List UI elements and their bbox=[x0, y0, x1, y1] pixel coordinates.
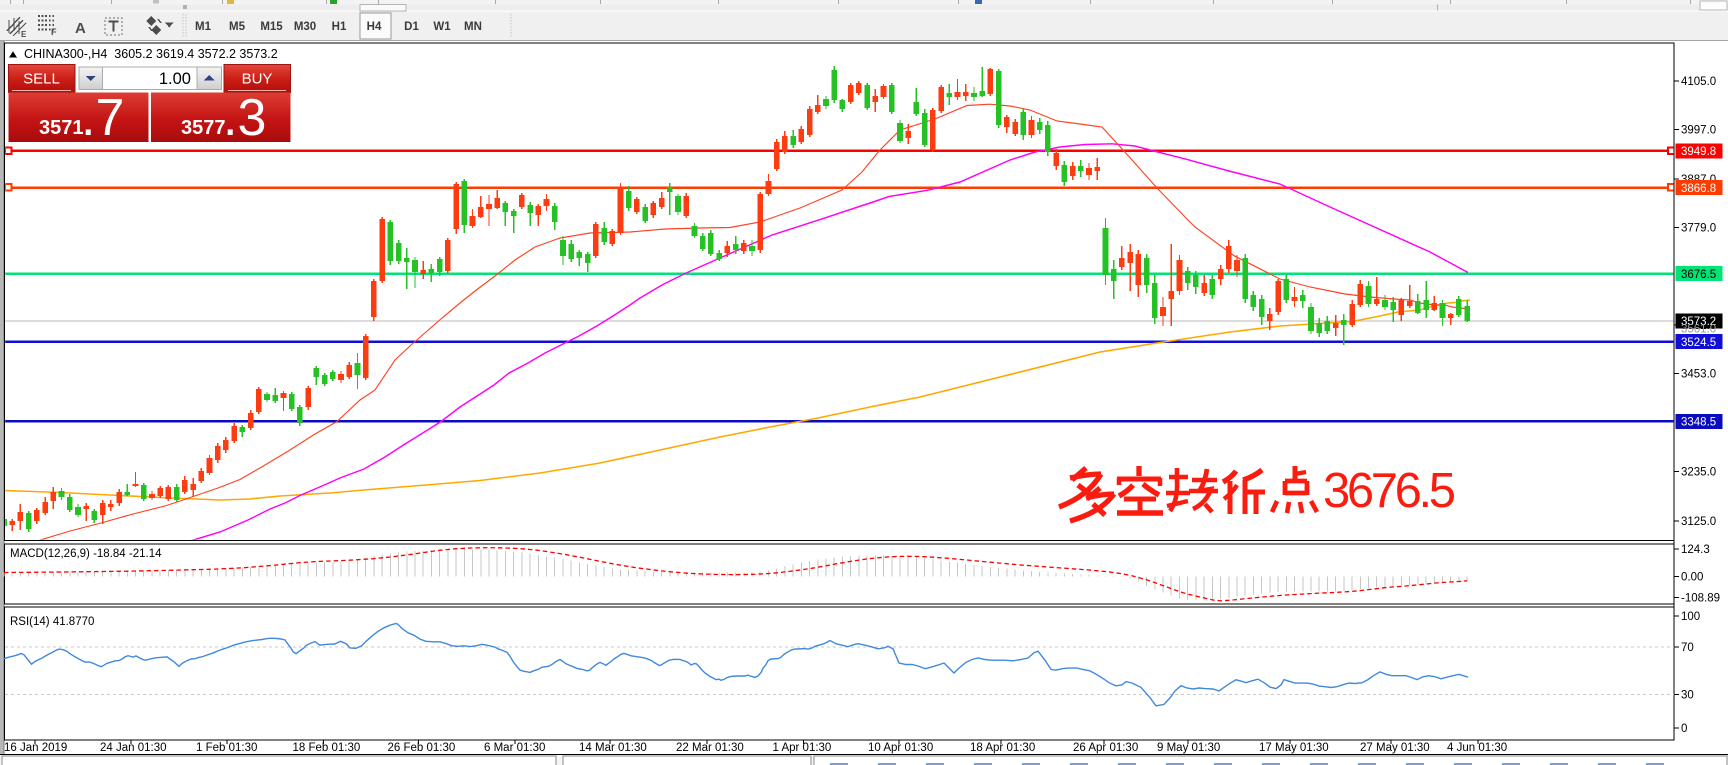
svg-text:17 May 01:30: 17 May 01:30 bbox=[1259, 742, 1329, 754]
svg-text:10 Apr 01:30: 10 Apr 01:30 bbox=[868, 742, 933, 754]
svg-text:SELL: SELL bbox=[23, 71, 60, 88]
svg-text:4 Jun 01:30: 4 Jun 01:30 bbox=[1447, 742, 1507, 754]
svg-text:100: 100 bbox=[1681, 611, 1700, 623]
svg-text:3125.0: 3125.0 bbox=[1681, 516, 1716, 528]
svg-text:3779.0: 3779.0 bbox=[1681, 222, 1716, 234]
svg-text:CHINA300-,H4 3605.2 3619.4 35: CHINA300-,H4 3605.2 3619.4 3572.2 3573.2 bbox=[24, 47, 278, 61]
svg-text:M1: M1 bbox=[195, 21, 212, 33]
svg-text:0: 0 bbox=[1681, 723, 1687, 735]
svg-text:16 Jan 2019: 16 Jan 2019 bbox=[4, 742, 67, 754]
svg-text:6 Mar 01:30: 6 Mar 01:30 bbox=[484, 742, 545, 754]
svg-text:.7: .7 bbox=[81, 89, 124, 147]
svg-text:3949.8: 3949.8 bbox=[1681, 146, 1716, 158]
svg-text:27 May 01:30: 27 May 01:30 bbox=[1360, 742, 1430, 754]
svg-text:124.3: 124.3 bbox=[1681, 544, 1710, 556]
svg-text:3235.0: 3235.0 bbox=[1681, 467, 1716, 479]
svg-text:18 Feb 01:30: 18 Feb 01:30 bbox=[293, 742, 361, 754]
svg-text:1.00: 1.00 bbox=[159, 70, 191, 88]
svg-text:9 May 01:30: 9 May 01:30 bbox=[1157, 742, 1220, 754]
svg-text:3453.0: 3453.0 bbox=[1681, 369, 1716, 381]
svg-text:3573.2: 3573.2 bbox=[1681, 316, 1716, 328]
svg-text:3571: 3571 bbox=[39, 117, 84, 139]
svg-text:BUY: BUY bbox=[242, 71, 273, 88]
svg-text:3676.5: 3676.5 bbox=[1323, 464, 1456, 518]
svg-text:24 Jan 01:30: 24 Jan 01:30 bbox=[100, 742, 167, 754]
svg-text:3676.5: 3676.5 bbox=[1681, 269, 1716, 281]
svg-text:3997.0: 3997.0 bbox=[1681, 125, 1716, 137]
svg-text:H1: H1 bbox=[332, 21, 347, 33]
svg-text:3577: 3577 bbox=[181, 117, 226, 139]
svg-text:1 Feb 01:30: 1 Feb 01:30 bbox=[196, 742, 257, 754]
svg-text:M30: M30 bbox=[294, 21, 316, 33]
svg-text:26 Feb 01:30: 26 Feb 01:30 bbox=[388, 742, 456, 754]
svg-text:RSI(14) 41.8770: RSI(14) 41.8770 bbox=[10, 616, 94, 628]
svg-text:3524.5: 3524.5 bbox=[1681, 337, 1716, 349]
svg-text:M5: M5 bbox=[229, 21, 246, 33]
svg-text:F: F bbox=[51, 27, 57, 37]
svg-text:22 Mar 01:30: 22 Mar 01:30 bbox=[676, 742, 744, 754]
svg-text:A: A bbox=[75, 20, 86, 37]
svg-text:MN: MN bbox=[464, 21, 482, 33]
svg-text:H4: H4 bbox=[367, 21, 382, 33]
svg-text:E: E bbox=[21, 30, 27, 39]
svg-text:0.00: 0.00 bbox=[1681, 571, 1703, 583]
svg-text:14 Mar 01:30: 14 Mar 01:30 bbox=[579, 742, 647, 754]
svg-text:3348.5: 3348.5 bbox=[1681, 417, 1716, 429]
svg-text:30: 30 bbox=[1681, 690, 1694, 702]
svg-text:4105.0: 4105.0 bbox=[1681, 76, 1716, 88]
svg-text:M15: M15 bbox=[260, 21, 283, 33]
svg-text:70: 70 bbox=[1681, 642, 1694, 654]
svg-text:MACD(12,26,9) -18.84 -21.14: MACD(12,26,9) -18.84 -21.14 bbox=[10, 548, 162, 560]
svg-text:W1: W1 bbox=[433, 21, 451, 33]
svg-text:.3: .3 bbox=[223, 89, 266, 147]
svg-text:1 Apr 01:30: 1 Apr 01:30 bbox=[773, 742, 832, 754]
svg-text:-108.89: -108.89 bbox=[1681, 593, 1720, 605]
svg-text:26 Apr 01:30: 26 Apr 01:30 bbox=[1073, 742, 1138, 754]
svg-text:18 Apr 01:30: 18 Apr 01:30 bbox=[970, 742, 1035, 754]
svg-text:3561.0: 3561.0 bbox=[1681, 324, 1716, 336]
svg-text:3866.8: 3866.8 bbox=[1681, 183, 1716, 195]
svg-text:D1: D1 bbox=[404, 21, 419, 33]
